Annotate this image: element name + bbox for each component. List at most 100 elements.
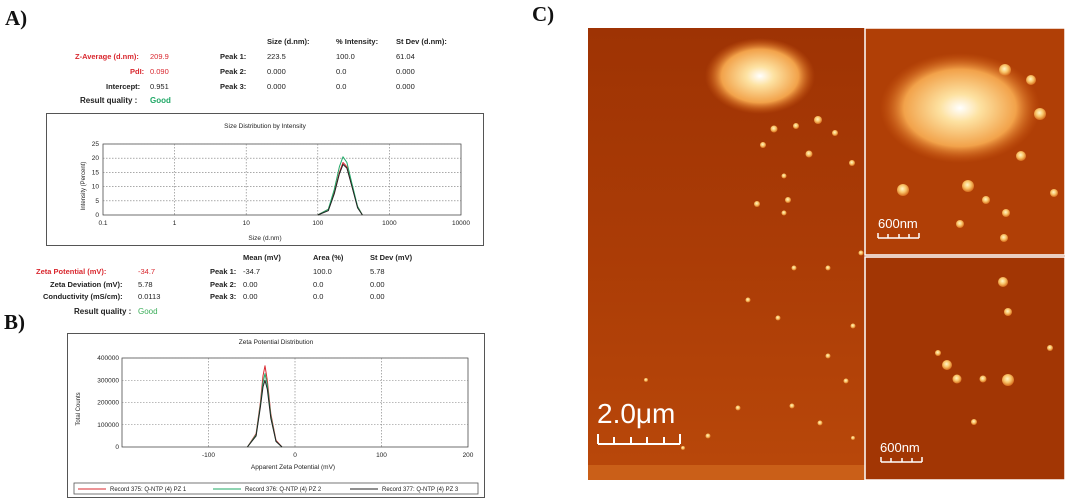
- size-xtick-label: 1000: [382, 220, 397, 227]
- afm-image: 600nm 600nm 2.0μm: [588, 28, 1065, 480]
- peak-3-stdev: 0.000: [396, 82, 415, 91]
- size-ytick-label: 5: [95, 198, 99, 205]
- size-chart-xlabel: Size (d.nm): [248, 235, 281, 242]
- afm-image-graphic: 600nm 600nm 2.0μm: [588, 28, 1065, 480]
- peak-2-stdev: 0.000: [396, 67, 415, 76]
- zeta-header-mean: Mean (mV): [243, 253, 281, 262]
- size-xtick-label: 100: [312, 220, 323, 227]
- zeta-quality-label: Result quality :: [74, 307, 132, 316]
- peak-1-stdev: 61.04: [396, 52, 415, 61]
- pdi-value: 0.090: [150, 67, 169, 76]
- zeta-peak-2-stdev: 0.00: [370, 280, 385, 289]
- zeta-peak-1-area: 100.0: [313, 267, 332, 276]
- panel-label-c: C): [532, 2, 555, 26]
- peak-3-size: 0.000: [267, 82, 286, 91]
- zeta-ytick-label: 400000: [97, 355, 119, 362]
- zeta-legend-label-1: Record 375: Q-NTP (4) PZ 1: [110, 487, 187, 493]
- size-quality-value: Good: [150, 96, 171, 105]
- afm-main-scalebar: [597, 434, 681, 445]
- conductivity-value: 0.0113: [138, 292, 161, 301]
- zeta-chart-xlabel: Apparent Zeta Potential (mV): [251, 464, 335, 471]
- zeta-xtick-label: 0: [293, 452, 297, 459]
- size-ytick-label: 25: [92, 141, 100, 148]
- afm-bottom-band: [588, 465, 865, 480]
- zeta-deviation-value: 5.78: [138, 280, 153, 289]
- zeta-peak-2-label: Peak 2:: [210, 280, 237, 289]
- size-series-line-1: [317, 162, 363, 216]
- zeta-header-area: Area (%): [313, 253, 344, 262]
- afm-inset-bottom-scalebar: [880, 457, 923, 463]
- afm-inset-top-scalebar: [877, 233, 920, 239]
- panel-label-b: B): [4, 310, 25, 334]
- size-series-line-2: [317, 156, 363, 216]
- intercept-label: Intercept:: [106, 82, 141, 91]
- peak-2-size: 0.000: [267, 67, 286, 76]
- zeta-xtick-label: 200: [463, 452, 474, 459]
- afm-particles-main: [644, 116, 864, 450]
- zeta-potential-value: -34.7: [138, 267, 156, 276]
- size-xtick-label: 1: [173, 220, 177, 227]
- size-ytick-label: 10: [92, 184, 100, 191]
- zeta-ytick-label: 200000: [97, 400, 119, 407]
- zeta-ytick-label: 300000: [97, 377, 119, 384]
- size-series-line-3: [317, 163, 363, 216]
- peak-2-label: Peak 2:: [220, 67, 247, 76]
- peak-1-size: 223.5: [267, 52, 286, 61]
- peak-3-intensity: 0.0: [336, 82, 347, 91]
- zeta-deviation-label: Zeta Deviation (mV):: [50, 280, 123, 289]
- size-ytick-label: 15: [92, 169, 100, 176]
- zeta-chart-ylabel: Total Counts: [76, 392, 82, 425]
- size-xtick-label: 0.1: [98, 220, 107, 227]
- zeta-peak-3-stdev: 0.00: [370, 292, 385, 301]
- afm-main-scale-label: 2.0μm: [597, 398, 675, 429]
- zeta-ytick-label: 0: [115, 444, 119, 451]
- z-average-value: 209.9: [150, 52, 169, 61]
- zeta-peak-1-mean: -34.7: [243, 267, 261, 276]
- size-chart-title: Size Distribution by Intensity: [224, 123, 306, 130]
- zeta-chart-title: Zeta Potential Distribution: [239, 339, 314, 346]
- zeta-quality-value: Good: [138, 307, 158, 316]
- zeta-series-line-1: [246, 365, 283, 448]
- zeta-header-stdev: St Dev (mV): [370, 253, 413, 262]
- size-plot-area: [102, 143, 462, 216]
- header-size: Size (d.nm):: [267, 37, 310, 46]
- zeta-peak-1-stdev: 5.78: [370, 267, 385, 276]
- size-ytick-label: 0: [95, 212, 99, 219]
- zeta-xtick-label: -100: [202, 452, 215, 459]
- zeta-peak-2-area: 0.0: [313, 280, 324, 289]
- size-quality-label: Result quality :: [80, 96, 138, 105]
- zeta-peak-1-label: Peak 1:: [210, 267, 237, 276]
- afm-inset-top: 600nm: [864, 28, 1065, 256]
- afm-inset-bottom-scale-label: 600nm: [880, 440, 920, 455]
- peak-3-label: Peak 3:: [220, 82, 247, 91]
- zeta-legend: [73, 482, 479, 495]
- size-distribution-chart: Size Distribution by Intensity Size (d.n…: [81, 123, 470, 242]
- zeta-peak-2-mean: 0.00: [243, 280, 258, 289]
- header-intensity: % Intensity:: [336, 37, 379, 46]
- size-chart-frame: Size Distribution by Intensity Size (d.n…: [46, 113, 484, 246]
- panel-label-a: A): [5, 6, 28, 30]
- afm-inset-top-scale-label: 600nm: [878, 216, 918, 231]
- z-average-label: Z-Average (d.nm):: [75, 52, 139, 61]
- zeta-potential-chart: Zeta Potential Distribution Apparent Zet…: [73, 339, 479, 495]
- size-ytick-label: 20: [92, 155, 100, 162]
- zeta-legend-label-3: Record 377: Q-NTP (4) PZ 3: [382, 487, 459, 493]
- zeta-peak-3-mean: 0.00: [243, 292, 258, 301]
- zeta-chart-frame: Zeta Potential Distribution Apparent Zet…: [67, 333, 485, 498]
- size-chart-ylabel: Intensity (Percent): [81, 162, 87, 211]
- zeta-peak-3-label: Peak 3:: [210, 292, 237, 301]
- zeta-xtick-label: 100: [376, 452, 387, 459]
- zeta-series-line-2: [246, 373, 283, 448]
- intercept-value: 0.951: [150, 82, 169, 91]
- peak-2-intensity: 0.0: [336, 67, 347, 76]
- zeta-ytick-label: 100000: [97, 422, 119, 429]
- zeta-peak-3-area: 0.0: [313, 292, 324, 301]
- conductivity-label: Conductivity (mS/cm):: [43, 292, 123, 301]
- afm-inset-bottom: 600nm: [864, 256, 1065, 480]
- zeta-legend-label-2: Record 376: Q-NTP (4) PZ 2: [245, 487, 322, 493]
- peak-1-intensity: 100.0: [336, 52, 355, 61]
- zeta-potential-label: Zeta Potential (mV):: [36, 267, 107, 276]
- header-stdev: St Dev (d.nm):: [396, 37, 447, 46]
- afm-main-cluster: [705, 38, 815, 114]
- zeta-series-line-3: [247, 379, 283, 448]
